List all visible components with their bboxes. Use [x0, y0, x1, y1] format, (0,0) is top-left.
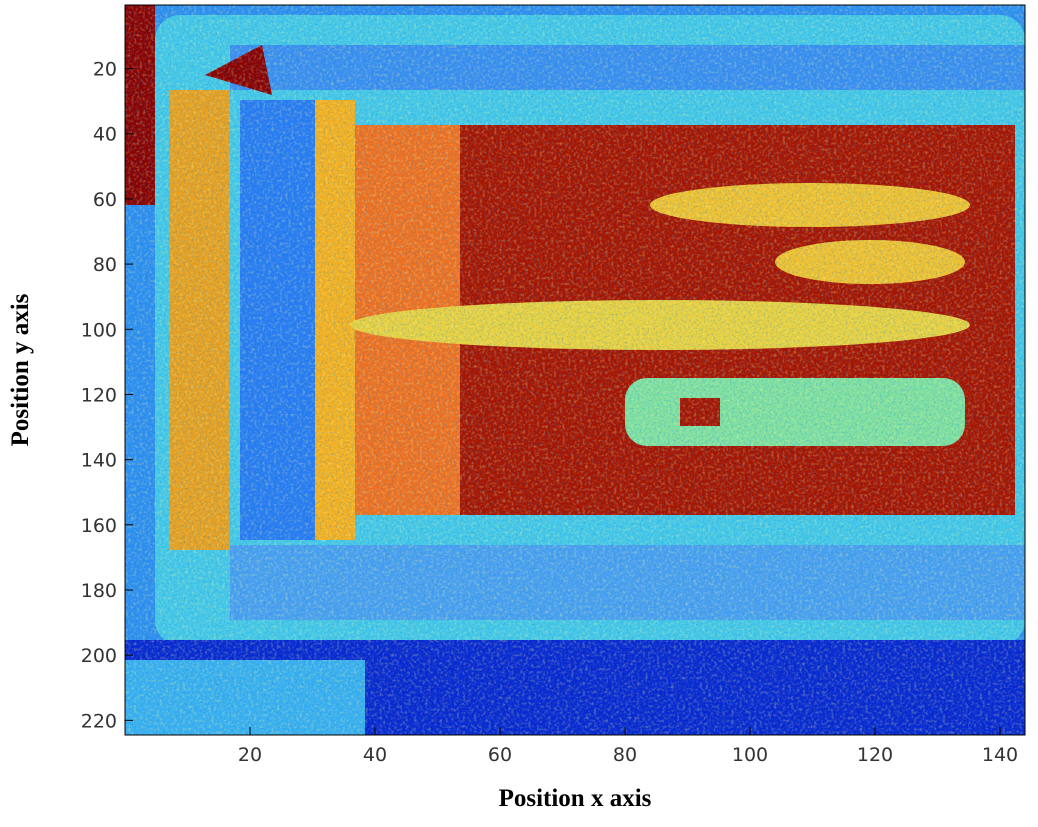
y-tick-label: 180: [81, 580, 117, 602]
x-tick-label: 60: [488, 744, 512, 766]
chart: Position x axis Position y axis 20 40 60 80…: [0, 0, 1038, 827]
y-axis-label: Position y axis: [7, 293, 34, 446]
x-tick-label: 80: [613, 744, 637, 766]
x-tick-label: 40: [363, 744, 387, 766]
y-tick-label: 160: [81, 515, 117, 537]
y-tick-label: 140: [81, 450, 117, 472]
y-tick-label: 20: [93, 59, 117, 81]
page: Position x axis Position y axis 20 40 60 80…: [0, 0, 1038, 827]
x-tick-label: 100: [732, 744, 768, 766]
y-tick-label: 100: [81, 319, 117, 341]
y-tick-label: 200: [81, 645, 117, 667]
x-tick-label: 120: [857, 744, 893, 766]
y-tick-label: 60: [93, 189, 117, 211]
y-tick-label: 120: [81, 384, 117, 406]
x-axis-label: Position x axis: [499, 785, 652, 812]
y-tick-label: 40: [93, 124, 117, 146]
x-tick-label: 20: [238, 744, 262, 766]
heatmap-image: [125, 5, 1025, 735]
x-tick-label: 140: [982, 744, 1018, 766]
y-tick-label: 220: [81, 710, 117, 732]
y-tick-label: 80: [93, 254, 117, 276]
